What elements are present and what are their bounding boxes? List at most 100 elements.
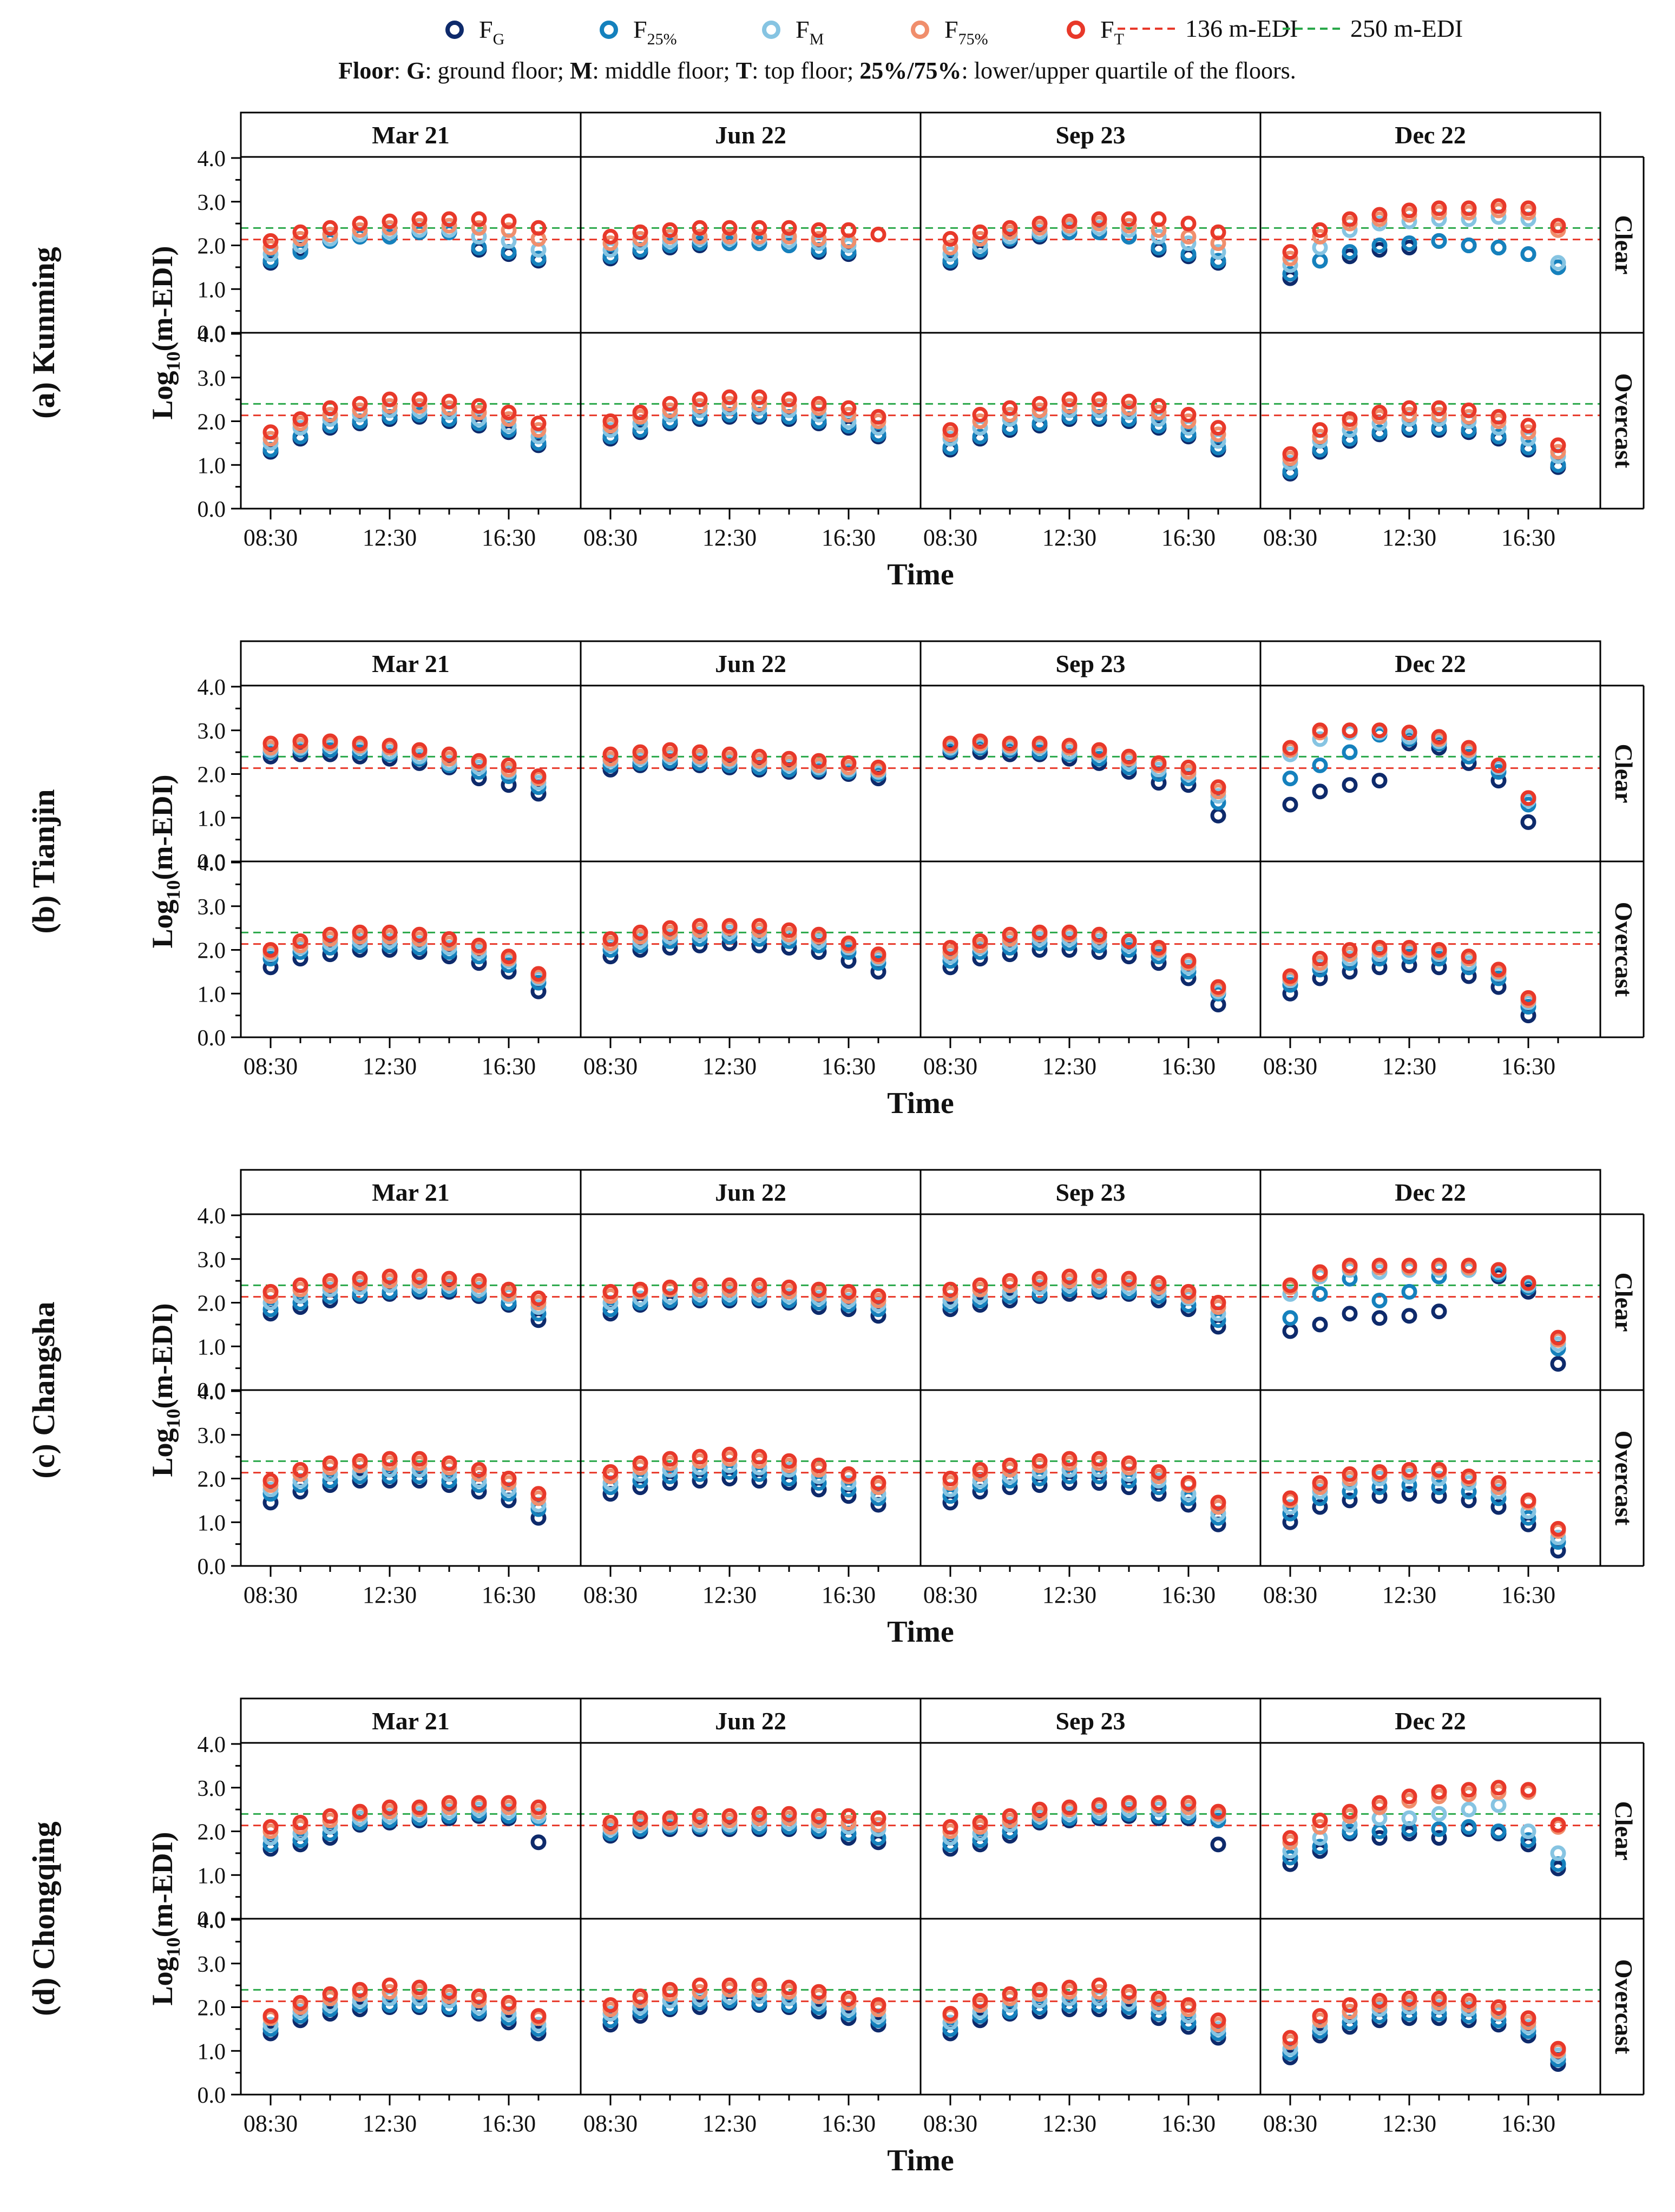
data-point-FT [602, 746, 619, 762]
data-point-FT [1550, 1329, 1566, 1346]
data-point-FT [1401, 202, 1417, 219]
data-point-F75 [322, 406, 338, 423]
data-point-FT [441, 211, 457, 227]
x-tick-label: 12:30 [363, 524, 417, 551]
data-point-FM [1520, 1823, 1536, 1839]
data-point-FT [322, 733, 338, 749]
column-header: Sep 23 [1055, 1179, 1125, 1206]
data-point-FT [1342, 1258, 1358, 1274]
data-point-FT [811, 396, 827, 412]
data-point-FT [1061, 391, 1078, 407]
data-point-FT [811, 1281, 827, 1298]
legend-marker-FT [1067, 21, 1085, 39]
data-point-FT [840, 1283, 857, 1300]
data-point-FT [1371, 1464, 1388, 1480]
data-point-FT [530, 1799, 547, 1815]
y-tick-label: 1.0 [198, 278, 226, 302]
data-point-F75 [662, 228, 678, 245]
x-tick-label: 08:30 [923, 524, 977, 551]
data-point-FT [1401, 1788, 1417, 1805]
data-point-FT [632, 1455, 648, 1471]
x-tick-label: 16:30 [1161, 2110, 1216, 2137]
data-point-FT [1282, 968, 1298, 984]
data-point-FT [1002, 735, 1018, 752]
data-point-F75 [382, 398, 398, 414]
data-point-FT [1282, 446, 1298, 462]
data-point-FT [1091, 926, 1107, 943]
data-point-FG [1342, 1492, 1358, 1509]
y-tick-label: 3.0 [198, 1248, 226, 1273]
data-point-F25 [1210, 253, 1226, 269]
data-point-FM [471, 228, 487, 245]
data-point-F25 [1431, 1479, 1447, 1496]
data-point-FT [751, 1806, 767, 1822]
x-tick-label: 16:30 [1501, 1582, 1555, 1608]
data-point-FT [1550, 1520, 1566, 1537]
x-tick-label: 12:30 [1382, 1582, 1436, 1608]
x-tick-label: 08:30 [583, 2110, 638, 2137]
data-point-FT [1342, 411, 1358, 427]
data-point-FT [1490, 198, 1507, 214]
data-point-FT [942, 422, 958, 438]
data-point-FT [262, 942, 279, 958]
x-tick-label: 16:30 [1161, 1582, 1216, 1608]
city-title: (d) Chongqing [26, 1821, 61, 2016]
data-point-F75 [1520, 424, 1536, 440]
data-point-FG [1210, 807, 1226, 824]
data-point-FT [262, 735, 279, 752]
data-point-F75 [1061, 398, 1078, 414]
data-point-FT [1002, 926, 1018, 943]
data-point-FT [840, 1990, 857, 2006]
data-point-FT [1282, 1830, 1298, 1846]
data-point-FG [1550, 1356, 1566, 1372]
data-point-FT [721, 389, 738, 405]
data-point-FT [1032, 1453, 1048, 1469]
data-point-FT [1061, 1268, 1078, 1285]
data-point-FT [382, 1977, 398, 1993]
data-point-FT [1312, 1264, 1328, 1280]
data-point-FT [411, 1799, 428, 1815]
data-point-FT [1180, 1283, 1197, 1300]
data-point-FT [1312, 722, 1328, 739]
data-point-FT [322, 926, 338, 943]
data-point-FT [382, 1799, 398, 1815]
data-point-FT [471, 753, 487, 769]
row-label-clear: Clear [1610, 1273, 1638, 1332]
data-point-FT [1371, 1992, 1388, 2009]
data-point-FT [501, 1795, 517, 1811]
data-point-FT [1180, 1795, 1197, 1811]
x-tick-label: 08:30 [244, 1582, 298, 1608]
x-axis-title: Time [887, 2144, 954, 2177]
data-point-FG [1282, 796, 1298, 813]
data-point-FT [840, 935, 857, 951]
data-point-F25 [1371, 238, 1388, 253]
data-point-FM [1550, 1530, 1566, 1546]
data-point-FG [1520, 814, 1536, 830]
data-point-F75 [441, 218, 457, 234]
data-point-FT [1121, 1984, 1137, 2000]
legend-marker-FM [762, 21, 780, 39]
data-point-FM [1490, 1797, 1507, 1813]
data-point-FG [1371, 1488, 1388, 1504]
data-point-FT [721, 746, 738, 762]
data-point-FT [471, 1462, 487, 1478]
data-point-F75 [1312, 429, 1328, 445]
data-point-FT [781, 751, 797, 767]
data-point-FT [1461, 1782, 1477, 1798]
data-point-FT [1371, 1258, 1388, 1274]
data-point-FT [1151, 398, 1167, 414]
data-point-FT [1520, 200, 1536, 216]
data-point-FT [1371, 404, 1388, 420]
data-point-F75 [352, 402, 368, 418]
column-header: Dec 22 [1395, 121, 1466, 149]
y-tick-label: 4.0 [198, 675, 226, 700]
data-point-F25 [1490, 429, 1507, 445]
data-point-FM [1401, 1810, 1417, 1826]
data-point-FT [262, 424, 279, 440]
data-point-FT [632, 1281, 648, 1298]
data-point-F25 [1431, 1821, 1447, 1837]
data-point-FT [322, 1986, 338, 2002]
data-point-FT [602, 1997, 619, 2013]
data-point-FT [751, 748, 767, 765]
